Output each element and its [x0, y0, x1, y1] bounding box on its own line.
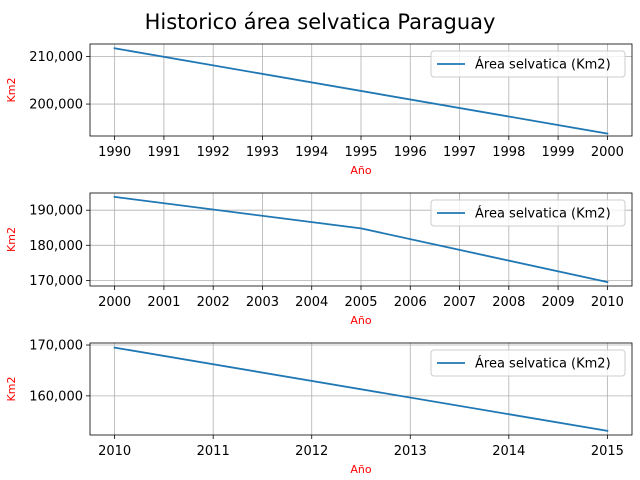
- x-tick-label: 2011: [197, 444, 230, 459]
- legend-label: Área selvatica (Km2): [475, 206, 611, 222]
- y-axis-label: Km2: [5, 377, 18, 402]
- x-tick-label: 2004: [295, 295, 328, 310]
- y-tick-label: 170,000: [29, 339, 83, 354]
- x-tick-label: 2013: [394, 444, 427, 459]
- subplot-2: 2000 2001 2002 2003 2004 2005 2006 2007 2008 2009…: [5, 192, 633, 327]
- x-tick-label: 2007: [443, 295, 476, 310]
- axes-frame: [89, 192, 633, 287]
- x-tick-label: 2003: [246, 295, 279, 310]
- legend-label: Área selvatica (Km2): [475, 356, 611, 372]
- y-tick-label: 200,000: [29, 98, 83, 113]
- figure-title: Historico área selvatica Paraguay: [145, 10, 496, 34]
- legend-box: [430, 50, 626, 78]
- x-tick-label: 1996: [394, 145, 427, 160]
- y-axis-label: Km2: [5, 227, 18, 252]
- y-tick-label: 160,000: [29, 389, 83, 404]
- x-axis-label: Año: [350, 164, 371, 177]
- axes-frame: [89, 43, 633, 137]
- x-tick-label: 2012: [295, 444, 328, 459]
- x-tick-label: 1994: [295, 145, 328, 160]
- x-tick-label: 2010: [591, 295, 624, 310]
- y-tick-label: 170,000: [29, 274, 83, 289]
- x-tick-label: 2015: [591, 444, 624, 459]
- x-tick-label: 2001: [147, 295, 180, 310]
- legend-box: [430, 349, 626, 377]
- y-tick-label: 180,000: [29, 239, 83, 254]
- series-line: [113, 47, 609, 135]
- x-tick-label: 2000: [591, 145, 624, 160]
- series-line: [113, 195, 609, 284]
- x-tick-label: 2009: [542, 295, 575, 310]
- x-tick-label: 1990: [98, 145, 131, 160]
- subplot-3: 2010 2011 2012 2013 2014 2015 160,000 170,000 Ár…: [5, 339, 633, 476]
- x-tick-label: 1998: [492, 145, 525, 160]
- x-tick-label: 1995: [344, 145, 377, 160]
- x-axis-label: Año: [350, 314, 371, 327]
- series-line: [113, 346, 609, 432]
- x-axis-label: Año: [350, 463, 371, 476]
- y-axis-label: Km2: [5, 78, 18, 103]
- y-tick-label: 210,000: [29, 50, 83, 65]
- axes-frame: [89, 342, 633, 436]
- x-tick-label: 2010: [98, 444, 131, 459]
- x-tick-label: 1997: [443, 145, 476, 160]
- x-tick-label: 1993: [246, 145, 279, 160]
- x-tick-label: 2002: [197, 295, 230, 310]
- x-tick-label: 1999: [542, 145, 575, 160]
- legend-label: Área selvatica (Km2): [475, 57, 611, 73]
- x-tick-label: 1992: [197, 145, 230, 160]
- x-tick-label: 1991: [147, 145, 180, 160]
- legend-box: [430, 199, 626, 227]
- y-tick-label: 190,000: [29, 204, 83, 219]
- x-tick-label: 2014: [492, 444, 525, 459]
- x-tick-label: 2000: [98, 295, 131, 310]
- subplot-1: 1990 1991 1992 1993 1994 1995 1996 1997 1998 1999…: [5, 43, 633, 177]
- x-tick-label: 2006: [394, 295, 427, 310]
- x-tick-label: 2005: [344, 295, 377, 310]
- x-tick-label: 2008: [492, 295, 525, 310]
